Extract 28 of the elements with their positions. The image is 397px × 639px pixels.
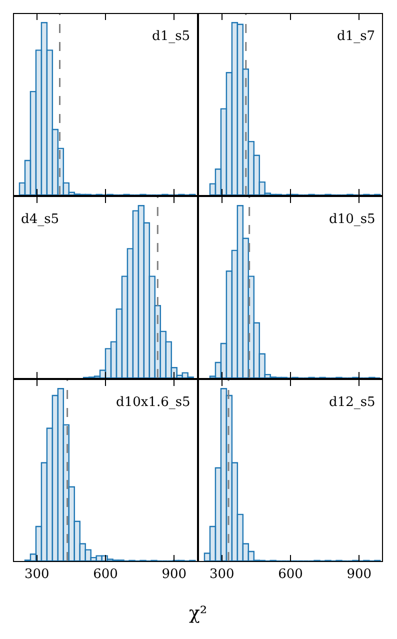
x-axis-title: χ² (188, 603, 208, 624)
x-tick-label: 900 (346, 566, 372, 582)
annotation: d1_s7 (337, 29, 376, 44)
x-tick-label: 600 (93, 566, 118, 582)
annotation: d12_s5 (329, 395, 376, 410)
bar (253, 154, 260, 195)
annotation: d10_s5 (329, 212, 376, 227)
x-tick-label: 900 (162, 566, 187, 582)
bar (236, 514, 244, 561)
bar (231, 462, 238, 561)
bar (46, 50, 54, 195)
x-tick-label: 300 (24, 566, 50, 582)
x-tick-label: 600 (278, 566, 303, 582)
annotation: d1_s5 (152, 29, 190, 44)
bar (62, 182, 70, 195)
bar (258, 181, 266, 195)
annotation: d4_s5 (21, 212, 60, 227)
x-tick-label: 300 (209, 566, 234, 582)
bar (84, 549, 92, 561)
bar (264, 374, 271, 378)
bar (253, 322, 260, 378)
bar (248, 550, 254, 561)
bar (258, 353, 266, 378)
bar (165, 341, 172, 378)
annotation: d10x1.6_s5 (116, 395, 190, 410)
bar (74, 520, 80, 561)
bar (242, 543, 250, 561)
bar (182, 372, 188, 378)
